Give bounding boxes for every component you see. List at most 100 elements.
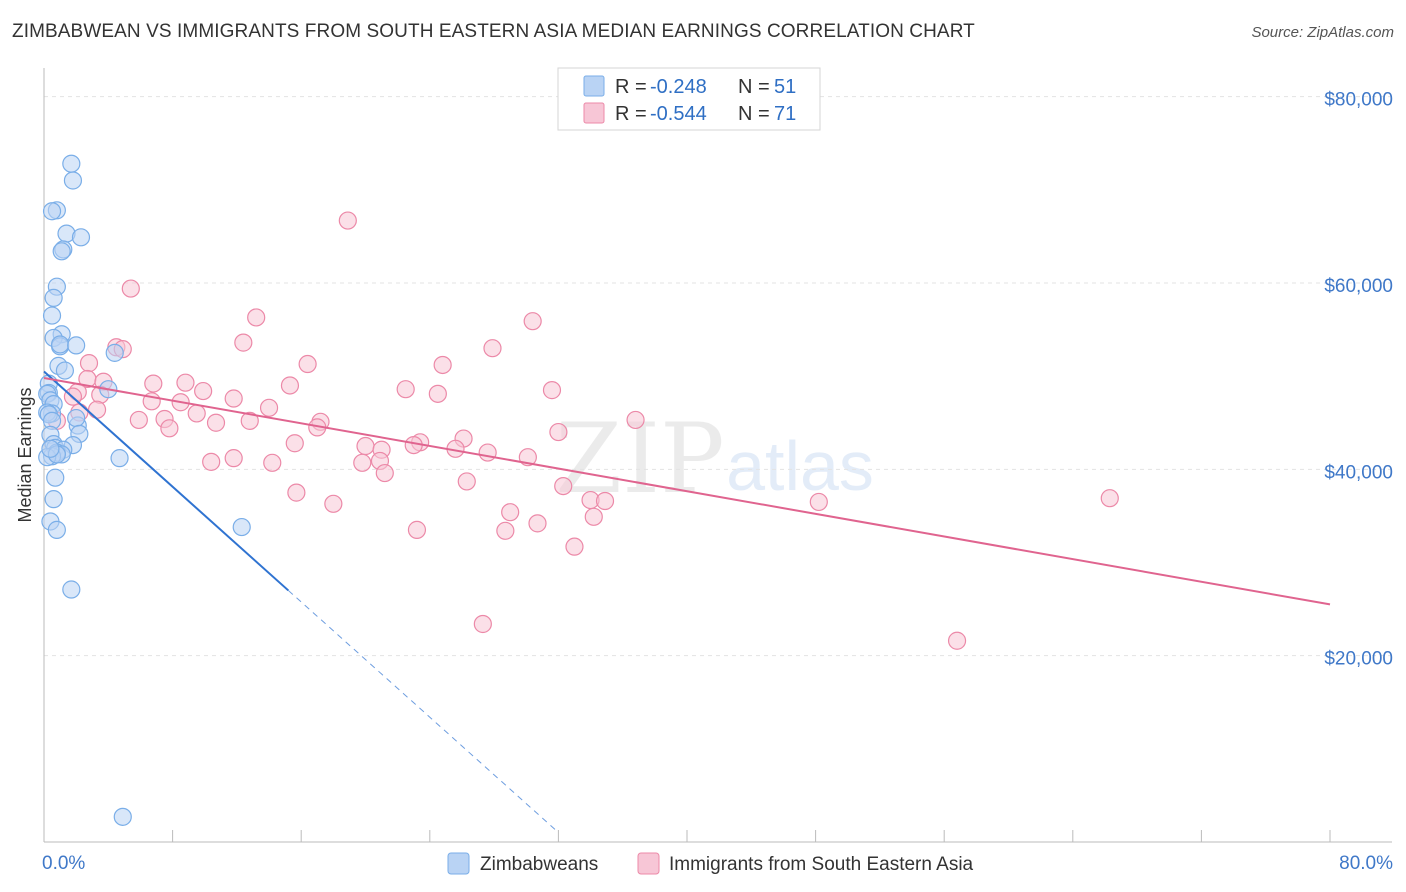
legend-n-value-2: 71: [774, 103, 796, 125]
data-point-immigrants: [1100, 489, 1119, 508]
legend-swatch-blue: [583, 75, 605, 97]
data-point-immigrants: [433, 355, 452, 375]
data-point-immigrants: [202, 452, 221, 471]
data-point-immigrants: [457, 472, 476, 491]
data-point-immigrants: [501, 503, 520, 522]
y-tick-label: $60,000: [1324, 276, 1393, 297]
data-point-immigrants: [187, 404, 206, 423]
data-point-immigrants: [338, 211, 357, 230]
data-point-zimbabweans: [50, 335, 70, 354]
data-point-immigrants: [129, 410, 148, 430]
legend-r-value-2: -0.544: [650, 103, 707, 125]
data-point-immigrants: [234, 333, 253, 352]
legend-r-value-1: -0.248: [650, 76, 707, 98]
series-immigrants-points: [47, 211, 1119, 650]
x-ticks: [43, 830, 1331, 842]
data-point-immigrants: [626, 410, 645, 430]
data-point-zimbabweans: [62, 580, 81, 599]
trend-line-zimbabweans-extension: [288, 590, 559, 833]
data-point-zimbabweans: [46, 468, 65, 487]
data-point-immigrants: [554, 476, 573, 496]
data-point-immigrants: [194, 381, 213, 401]
data-point-immigrants: [595, 491, 615, 511]
data-point-immigrants: [542, 381, 562, 400]
data-point-immigrants: [473, 614, 492, 634]
series-zimbabweans-points: [38, 154, 251, 826]
data-point-immigrants: [298, 354, 317, 374]
series-legend: Zimbabweans Immigrants from South Easter…: [447, 852, 974, 875]
y-tick-label: $80,000: [1324, 90, 1393, 111]
data-point-immigrants: [549, 422, 568, 442]
bottom-legend-label-2: Immigrants from South Eastern Asia: [669, 854, 974, 875]
data-point-immigrants: [224, 449, 243, 468]
data-point-immigrants: [121, 279, 140, 298]
x-tick-label-min: 0.0%: [42, 853, 85, 874]
data-point-immigrants: [160, 419, 179, 438]
data-point-zimbabweans: [42, 202, 62, 221]
data-point-immigrants: [428, 384, 447, 403]
chart-title: ZIMBABWEAN VS IMMIGRANTS FROM SOUTH EAST…: [12, 21, 975, 42]
data-point-zimbabweans: [110, 449, 129, 468]
data-point-immigrants: [285, 434, 304, 453]
legend-r-label-2: R =: [615, 103, 647, 125]
data-point-immigrants: [356, 436, 375, 456]
trend-line-zimbabweans: [43, 370, 290, 592]
data-point-zimbabweans: [44, 288, 63, 307]
data-point-zimbabweans: [113, 807, 132, 826]
y-tick-labels: $20,000 $40,000 $60,000 $80,000: [1324, 90, 1393, 670]
data-point-immigrants: [324, 494, 343, 513]
data-point-zimbabweans: [232, 517, 251, 537]
data-point-immigrants: [79, 354, 99, 373]
data-point-immigrants: [224, 389, 243, 408]
data-point-immigrants: [263, 453, 282, 472]
legend-r-label-1: R =: [615, 76, 647, 98]
trend-lines: [43, 370, 1331, 833]
watermark-atlas: atlas: [726, 427, 874, 505]
data-point-zimbabweans: [105, 343, 124, 362]
data-point-immigrants: [176, 373, 195, 392]
data-point-zimbabweans: [55, 361, 74, 380]
gridlines: [44, 96, 1392, 657]
bottom-legend-swatch-blue: [447, 852, 470, 875]
bottom-legend-swatch-pink: [637, 852, 660, 875]
data-point-zimbabweans: [42, 306, 62, 325]
data-point-immigrants: [280, 376, 300, 395]
data-point-zimbabweans: [67, 408, 86, 428]
y-tick-label: $20,000: [1324, 649, 1393, 670]
data-point-immigrants: [396, 380, 415, 399]
data-point-immigrants: [240, 411, 259, 430]
legend-swatch-pink: [583, 102, 605, 124]
data-point-immigrants: [478, 443, 497, 462]
trend-line-immigrants: [43, 377, 1331, 606]
data-point-immigrants: [287, 483, 306, 502]
data-point-immigrants: [206, 413, 226, 432]
data-point-zimbabweans: [47, 520, 66, 539]
data-point-zimbabweans: [62, 154, 81, 173]
data-point-immigrants: [247, 308, 266, 327]
data-point-immigrants: [584, 507, 603, 526]
x-tick-label-max: 80.0%: [1339, 853, 1393, 874]
data-point-zimbabweans: [67, 336, 86, 355]
source-label: Source: ZipAtlas.com: [1251, 24, 1394, 41]
data-point-zimbabweans: [52, 242, 71, 261]
data-point-immigrants: [407, 520, 427, 539]
legend-n-label-2: N =: [738, 103, 770, 125]
data-point-zimbabweans: [71, 228, 91, 247]
legend-n-value-1: 51: [774, 76, 796, 98]
data-point-immigrants: [528, 514, 547, 533]
data-point-immigrants: [87, 400, 107, 419]
data-point-immigrants: [144, 374, 163, 393]
data-point-immigrants: [483, 339, 502, 358]
data-point-zimbabweans: [44, 490, 63, 509]
y-tick-label: $40,000: [1324, 462, 1393, 483]
data-point-zimbabweans: [41, 439, 60, 458]
bottom-legend-label-1: Zimbabweans: [480, 854, 598, 875]
data-point-immigrants: [353, 453, 372, 472]
data-point-immigrants: [523, 312, 542, 331]
y-axis-label: Median Earnings: [15, 387, 35, 522]
legend-n-label-1: N =: [738, 76, 770, 98]
correlation-legend: R = -0.248 N = 51 R = -0.544 N = 71: [557, 67, 821, 131]
data-point-immigrants: [259, 398, 279, 417]
data-point-immigrants: [496, 521, 515, 540]
